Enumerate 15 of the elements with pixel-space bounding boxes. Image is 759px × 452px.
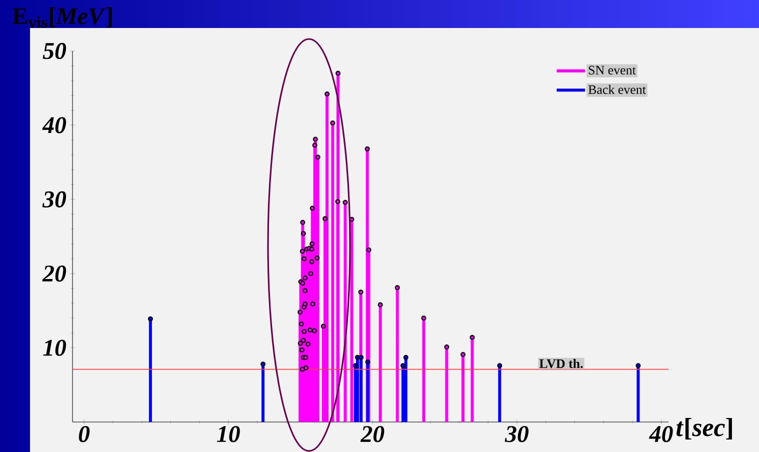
legend-label: SN event xyxy=(588,66,636,75)
x-tick-label: 10 xyxy=(216,426,240,442)
y-tick-label: 50 xyxy=(42,42,66,60)
legend-label: Back event xyxy=(588,84,646,94)
y-tick-label: 10 xyxy=(43,340,66,356)
x-tick-label: 30 xyxy=(504,426,529,442)
y-tick-label: 40 xyxy=(42,117,66,134)
x-tick-label: 40 xyxy=(648,426,673,442)
ref-line-label: LVD th. xyxy=(539,358,583,368)
x-axis-title: t[sec] xyxy=(676,418,732,440)
x-tick-label: 20 xyxy=(360,426,384,442)
x-tick-label: 0 xyxy=(78,426,90,442)
y-tick-label: 20 xyxy=(42,266,66,282)
y-tick-label: 30 xyxy=(42,191,66,208)
y-axis-title: E$_{vis}$[MeV] xyxy=(12,7,112,28)
